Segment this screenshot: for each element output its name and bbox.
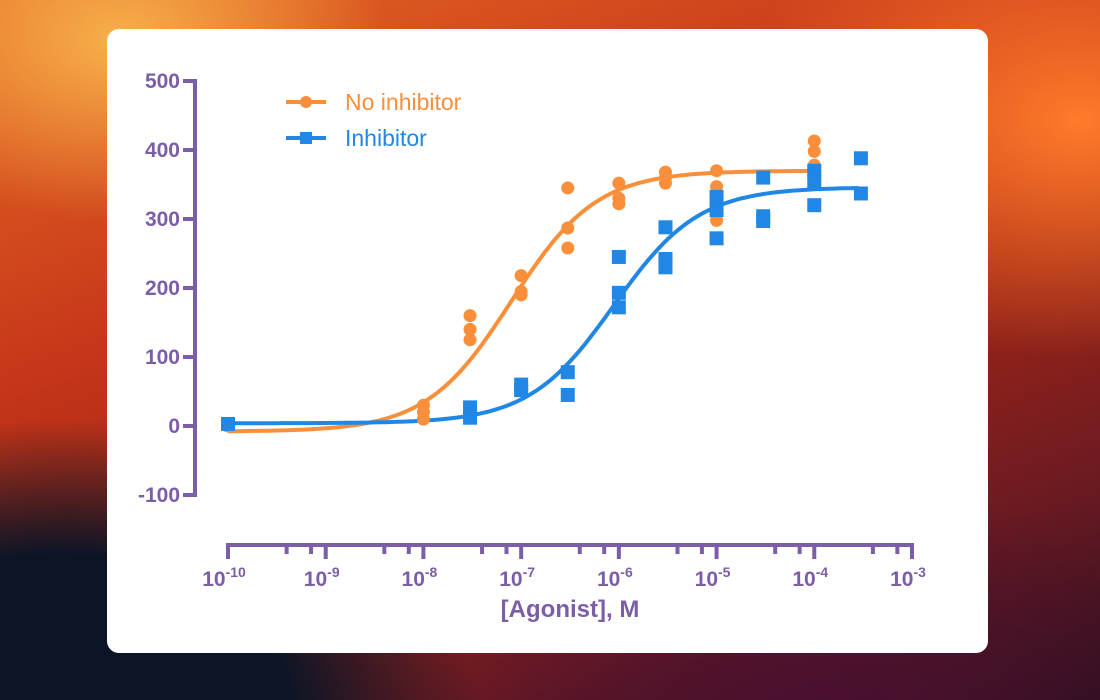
data-point-inhibitor — [611, 249, 626, 264]
data-point-no-inhibitor — [561, 241, 575, 255]
data-point-no-inhibitor — [463, 309, 477, 323]
chart-card — [107, 29, 988, 653]
data-point-inhibitor — [756, 214, 771, 229]
x-tick-label: 10-10 — [202, 564, 246, 591]
data-point-no-inhibitor — [612, 176, 626, 190]
data-point-no-inhibitor — [561, 221, 575, 235]
fit-curve-inhibitor — [228, 186, 859, 426]
y-tick-label: 200 — [145, 277, 180, 300]
y-tick-label: -100 — [138, 484, 180, 507]
data-points — [221, 134, 868, 433]
data-point-inhibitor — [709, 189, 724, 204]
data-point-inhibitor — [560, 387, 575, 402]
data-point-no-inhibitor — [416, 412, 430, 426]
legend: No inhibitor Inhibitor — [286, 89, 462, 151]
data-point-inhibitor — [611, 300, 626, 315]
data-point-inhibitor — [463, 410, 478, 425]
y-tick-label: 500 — [145, 70, 180, 93]
x-tick-label: 10-8 — [402, 564, 438, 591]
data-point-no-inhibitor — [514, 269, 528, 283]
data-point-inhibitor — [807, 198, 822, 213]
data-point-inhibitor — [853, 186, 868, 201]
x-tick-label: 10-3 — [890, 564, 926, 591]
legend-marker-inhibitor — [300, 132, 312, 144]
data-point-no-inhibitor — [710, 180, 724, 194]
data-point-inhibitor — [807, 174, 822, 189]
x-tick-label: 10-9 — [304, 564, 340, 591]
data-point-inhibitor — [658, 220, 673, 235]
data-point-inhibitor — [611, 285, 626, 300]
data-point-no-inhibitor — [463, 322, 477, 336]
y-tick-label: 100 — [145, 346, 180, 369]
data-point-no-inhibitor — [612, 197, 626, 211]
data-point-inhibitor — [709, 231, 724, 246]
data-point-inhibitor — [853, 151, 868, 166]
x-tick-label: 10-5 — [695, 564, 731, 591]
y-tick-label: 300 — [145, 208, 180, 231]
data-point-no-inhibitor — [561, 181, 575, 195]
data-point-inhibitor — [756, 170, 771, 185]
data-point-no-inhibitor — [658, 176, 672, 190]
legend-marker-no-inhibitor — [300, 96, 312, 108]
legend-label-no-inhibitor: No inhibitor — [345, 89, 462, 115]
data-point-inhibitor — [658, 260, 673, 275]
x-tick-label: 10-6 — [597, 564, 633, 591]
data-point-no-inhibitor — [807, 134, 821, 148]
data-point-no-inhibitor — [463, 333, 477, 347]
x-tick-label: 10-7 — [499, 564, 535, 591]
x-axis-label: [Agonist], M — [501, 596, 640, 623]
legend-label-inhibitor: Inhibitor — [345, 125, 427, 151]
data-point-no-inhibitor — [807, 144, 821, 158]
x-tick-label: 10-4 — [792, 564, 828, 591]
y-tick-label: 0 — [168, 415, 180, 438]
data-point-no-inhibitor — [514, 288, 528, 302]
data-point-inhibitor — [514, 383, 529, 398]
data-point-no-inhibitor — [710, 164, 724, 178]
data-point-inhibitor — [221, 416, 235, 431]
y-tick-label: 400 — [145, 139, 180, 162]
axes: -100 0 100 200 300 400 500 10-10 10-9 10-8 10-7 10-… — [138, 70, 926, 591]
data-point-no-inhibitor — [710, 213, 724, 227]
data-point-inhibitor — [560, 365, 575, 380]
data-point-inhibitor — [709, 203, 724, 218]
